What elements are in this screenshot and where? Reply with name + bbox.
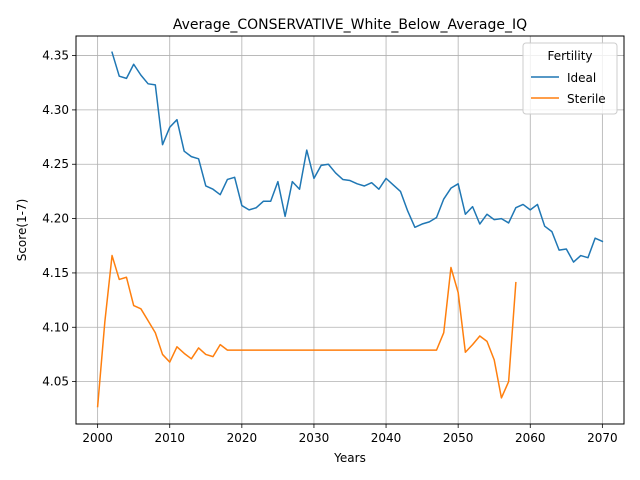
x-axis-title: Years [333, 451, 366, 465]
y-tick-label: 4.20 [42, 212, 69, 226]
legend-label-ideal: Ideal [567, 71, 596, 85]
x-tick-label: 2060 [515, 431, 546, 445]
legend: Fertility Ideal Sterile [523, 43, 617, 114]
y-axis-title: Score(1-7) [15, 199, 29, 262]
x-tick-label: 2040 [371, 431, 402, 445]
x-tick-label: 2020 [227, 431, 258, 445]
y-tick-label: 4.05 [42, 375, 69, 389]
x-tick-label: 2070 [587, 431, 618, 445]
y-tick-label: 4.15 [42, 266, 69, 280]
legend-title: Fertility [547, 49, 592, 63]
y-tick-label: 4.25 [42, 157, 69, 171]
x-tick-label: 2010 [154, 431, 185, 445]
y-tick-label: 4.30 [42, 103, 69, 117]
chart-title: Average_CONSERVATIVE_White_Below_Average… [173, 17, 527, 33]
y-tick-label: 4.35 [42, 49, 69, 63]
x-tick-label: 2050 [443, 431, 474, 445]
x-tick-label: 2000 [82, 431, 113, 445]
legend-label-sterile: Sterile [567, 92, 606, 106]
y-tick-label: 4.10 [42, 320, 69, 334]
x-tick-label: 2030 [299, 431, 330, 445]
